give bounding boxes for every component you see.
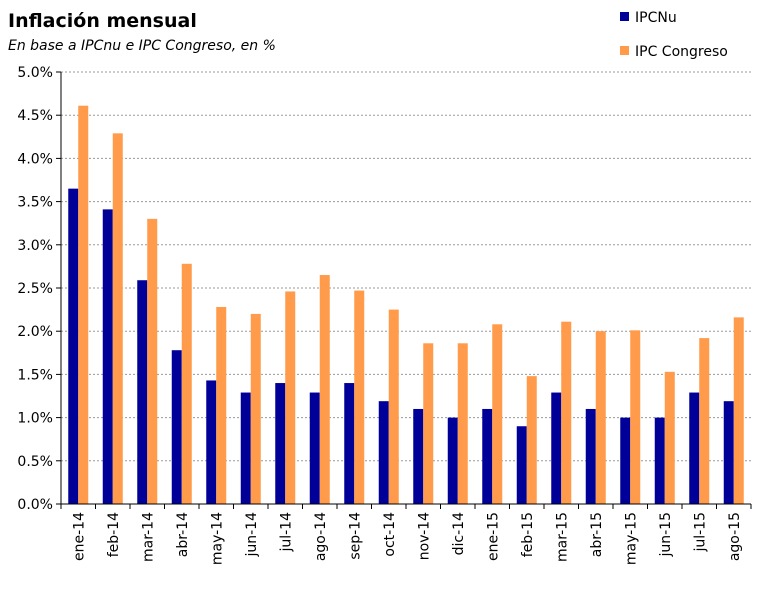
bar-ipc-congreso (216, 307, 227, 504)
x-tick-label: dic-14 (451, 512, 467, 555)
x-tick-label: jun-15 (658, 512, 674, 558)
bar-ipc-congreso (181, 263, 192, 504)
x-tick-label: jul-15 (692, 512, 708, 553)
bar-ipc-congreso (112, 133, 123, 504)
y-tick-label: 4.0% (17, 151, 53, 167)
bar-ipc-congreso (285, 291, 296, 504)
bar-ipcnu (240, 392, 251, 504)
x-tick-label: mar-14 (140, 512, 156, 562)
x-tick-label: ago-14 (313, 512, 329, 561)
legend-label-ipc-congreso: IPC Congreso (635, 44, 728, 60)
y-tick-label: 2.0% (17, 324, 53, 340)
y-tick-label: 3.0% (17, 238, 53, 254)
bar-ipcnu (275, 383, 286, 504)
x-tick-label: abr-14 (175, 512, 191, 557)
bar-ipcnu (723, 401, 734, 504)
x-tick-label: feb-15 (520, 512, 536, 557)
y-tick-label: 1.5% (17, 367, 53, 383)
bar-ipc-congreso (354, 290, 365, 504)
bar-ipcnu (413, 408, 424, 504)
x-tick-label: nov-14 (416, 512, 432, 560)
x-tick-label: ene-14 (71, 512, 87, 561)
bar-ipcnu (551, 392, 562, 504)
x-tick-label: jun-14 (244, 512, 260, 558)
y-tick-label: 3.5% (17, 195, 53, 211)
y-tick-label: 4.5% (17, 108, 53, 124)
x-tick-labels: ene-14 feb-14 mar-14 abr-14 may-14 jun-14 jul-… (71, 512, 743, 565)
legend: IPCNu IPC Congreso (620, 10, 728, 60)
x-tick-label: sep-14 (347, 512, 363, 560)
chart-title: Inflación mensual (8, 10, 197, 32)
bar-ipc-congreso (526, 376, 537, 504)
y-tick-labels: 0.0% 0.5% 1.0% 1.5% 2.0% 2.5% 3.0% 3.5% 4.0% 4.5%… (17, 65, 53, 513)
y-tick-label: 0.0% (17, 497, 53, 513)
bar-ipc-congreso (595, 331, 606, 504)
x-tick-label: ene-15 (485, 512, 501, 561)
bar-ipc-congreso (388, 309, 399, 504)
x-tick-label: oct-14 (382, 512, 398, 557)
bar-ipc-congreso (423, 343, 434, 504)
legend-swatch-ipc-congreso (620, 46, 629, 55)
x-tick-label: abr-15 (589, 512, 605, 557)
bar-ipcnu (206, 380, 217, 504)
bar-ipc-congreso (630, 330, 641, 504)
bar-ipc-congreso (699, 338, 710, 504)
bar-ipc-congreso (250, 313, 261, 504)
bar-ipcnu (620, 417, 631, 504)
x-tick-label: ago-15 (727, 512, 743, 561)
y-tick-label: 1.0% (17, 411, 53, 427)
bar-ipcnu (447, 417, 458, 504)
x-tick-label: feb-14 (106, 512, 122, 557)
bar-ipc-congreso (561, 321, 572, 504)
y-tick-label: 2.5% (17, 281, 53, 297)
bar-ipc-congreso (664, 371, 675, 504)
bar-ipcnu (378, 401, 389, 504)
x-tick-label: may-14 (209, 512, 225, 565)
chart-subtitle: En base a IPCnu e IPC Congreso, en % (8, 38, 276, 54)
gridlines (56, 71, 751, 505)
bars (68, 105, 744, 505)
bar-ipc-congreso (78, 105, 89, 505)
bar-ipc-congreso (457, 343, 468, 504)
bar-ipcnu (654, 417, 665, 504)
axes (60, 72, 752, 509)
bar-ipcnu (102, 209, 113, 504)
bar-ipcnu (137, 280, 148, 504)
bar-ipcnu (344, 383, 355, 504)
x-tick-label: mar-15 (554, 512, 570, 562)
y-tick-label: 5.0% (17, 65, 53, 81)
x-tick-label: jul-14 (278, 512, 294, 553)
bar-ipcnu (516, 426, 527, 504)
bar-ipcnu (171, 350, 182, 504)
bar-ipcnu (68, 188, 79, 504)
legend-label-ipcnu: IPCNu (635, 10, 677, 26)
bar-ipc-congreso (492, 324, 503, 504)
x-tick-label: may-15 (623, 512, 639, 565)
bar-ipcnu (689, 392, 700, 504)
bar-ipc-congreso (319, 275, 330, 504)
bar-ipcnu (309, 392, 320, 504)
bar-ipcnu (482, 408, 493, 504)
bar-ipcnu (585, 408, 596, 504)
bar-ipc-congreso (733, 317, 744, 504)
y-tick-label: 0.5% (17, 454, 53, 470)
bar-ipc-congreso (147, 218, 158, 504)
legend-swatch-ipcnu (620, 12, 629, 21)
